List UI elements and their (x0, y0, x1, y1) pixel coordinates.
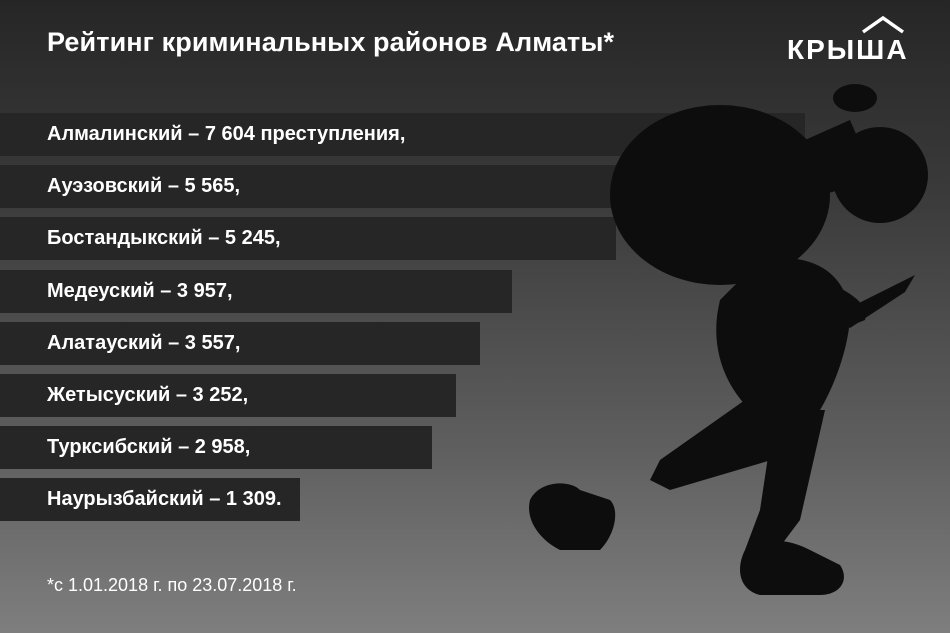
bar-label: Алмалинский – 7 604 преступления, (47, 123, 406, 145)
bar-7: Турксибский – 2 958, (0, 426, 432, 469)
bar-label: Жетысуский – 3 252, (47, 384, 249, 406)
bar-2: Ауэзовский – 5 565, (0, 165, 641, 208)
logo-text: КРЫША (787, 34, 909, 65)
bar-label: Алатауский – 3 557, (47, 332, 241, 354)
bar-6: Жетысуский – 3 252, (0, 374, 456, 417)
bar-3: Бостандыкский – 5 245, (0, 217, 616, 260)
bar-label: Наурызбайский – 1 309. (47, 488, 282, 510)
footnote: *с 1.01.2018 г. по 23.07.2018 г. (47, 575, 297, 595)
bar-label: Ауэзовский – 5 565, (47, 175, 241, 197)
bar-label: Бостандыкский – 5 245, (47, 227, 281, 249)
bar-label: Медеуский – 3 957, (47, 280, 233, 302)
chart-title: Рейтинг криминальных районов Алматы* (47, 27, 615, 57)
bar-label: Турксибский – 2 958, (47, 436, 251, 458)
house-roof-icon (861, 15, 905, 34)
thief-silhouette-icon (529, 84, 928, 595)
bar-5: Алатауский – 3 557, (0, 322, 480, 365)
krysha-logo: КРЫША (787, 14, 933, 66)
bar-4: Медеуский – 3 957, (0, 270, 512, 313)
bar-8: Наурызбайский – 1 309. (0, 478, 300, 521)
